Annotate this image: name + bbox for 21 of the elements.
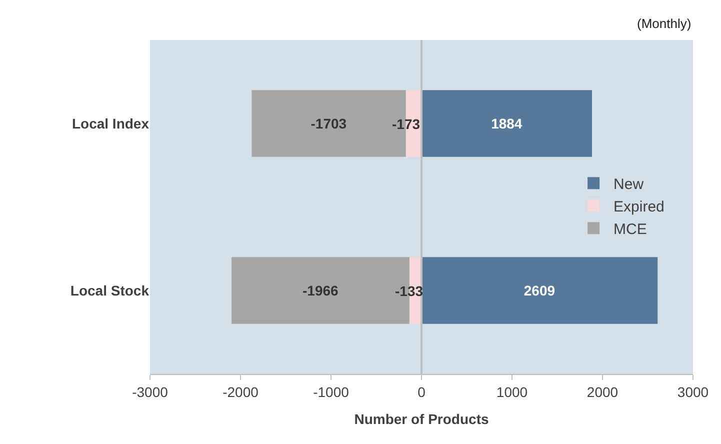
x-tick-label: -3000 bbox=[132, 384, 168, 400]
y-tick-label: Local Index bbox=[72, 115, 150, 132]
data-label: 1884 bbox=[491, 116, 522, 132]
legend-label: MCE bbox=[614, 221, 647, 238]
x-axis-title: Number of Products bbox=[354, 411, 489, 428]
legend-label: Expired bbox=[614, 198, 664, 216]
x-tick-label: 0 bbox=[418, 384, 426, 400]
x-tick-label: -2000 bbox=[222, 384, 259, 400]
x-tick-label: -1000 bbox=[313, 384, 350, 400]
data-label: -173 bbox=[392, 116, 420, 132]
data-label: 2609 bbox=[524, 282, 556, 298]
x-tick-label: 1000 bbox=[496, 384, 528, 400]
x-tick-label: 3000 bbox=[677, 384, 709, 400]
text: (Monthly) bbox=[637, 16, 692, 31]
data-label: -1703 bbox=[310, 116, 347, 132]
bar bbox=[422, 257, 658, 324]
bar bbox=[422, 90, 592, 157]
x-tick-label: 2000 bbox=[586, 384, 618, 400]
y-tick-label: Local Stock bbox=[70, 282, 150, 298]
data-label: -1966 bbox=[302, 282, 339, 298]
legend-label: New bbox=[614, 176, 644, 194]
